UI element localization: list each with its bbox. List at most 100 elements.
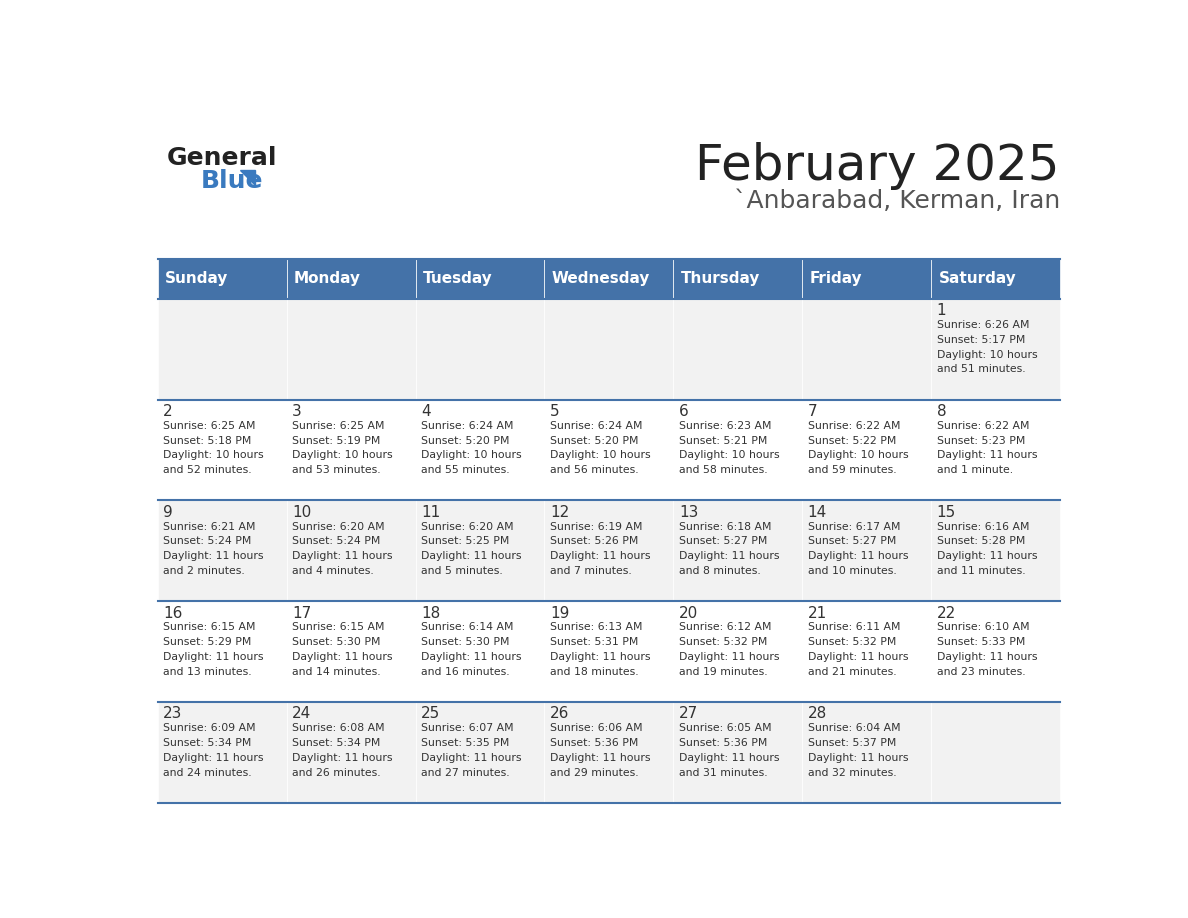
Bar (286, 399, 416, 500)
Text: Sunrise: 6:05 AM
Sunset: 5:36 PM
Daylight: 11 hours
and 31 minutes.: Sunrise: 6:05 AM Sunset: 5:36 PM Dayligh… (678, 723, 779, 778)
Bar (674, 299, 802, 399)
Text: 18: 18 (421, 606, 441, 621)
Text: Sunrise: 6:25 AM
Sunset: 5:19 PM
Daylight: 10 hours
and 53 minutes.: Sunrise: 6:25 AM Sunset: 5:19 PM Dayligh… (292, 420, 393, 476)
Bar (286, 702, 416, 803)
Bar (416, 259, 544, 299)
Text: 21: 21 (808, 606, 827, 621)
Bar (931, 259, 1060, 299)
Text: Sunrise: 6:13 AM
Sunset: 5:31 PM
Daylight: 11 hours
and 18 minutes.: Sunrise: 6:13 AM Sunset: 5:31 PM Dayligh… (550, 622, 650, 677)
Text: February 2025: February 2025 (695, 142, 1060, 190)
Text: 4: 4 (421, 404, 431, 419)
Text: Sunrise: 6:06 AM
Sunset: 5:36 PM
Daylight: 11 hours
and 29 minutes.: Sunrise: 6:06 AM Sunset: 5:36 PM Dayligh… (550, 723, 650, 778)
Bar (286, 259, 416, 299)
Text: Sunrise: 6:18 AM
Sunset: 5:27 PM
Daylight: 11 hours
and 8 minutes.: Sunrise: 6:18 AM Sunset: 5:27 PM Dayligh… (678, 521, 779, 577)
Text: Sunrise: 6:12 AM
Sunset: 5:32 PM
Daylight: 11 hours
and 19 minutes.: Sunrise: 6:12 AM Sunset: 5:32 PM Dayligh… (678, 622, 779, 677)
Bar (931, 500, 1060, 601)
Text: 13: 13 (678, 505, 699, 520)
Bar (802, 500, 931, 601)
Bar (674, 601, 802, 702)
Text: 20: 20 (678, 606, 699, 621)
Bar (931, 601, 1060, 702)
Text: Sunrise: 6:25 AM
Sunset: 5:18 PM
Daylight: 10 hours
and 52 minutes.: Sunrise: 6:25 AM Sunset: 5:18 PM Dayligh… (163, 420, 264, 476)
Bar (416, 601, 544, 702)
Text: Sunrise: 6:14 AM
Sunset: 5:30 PM
Daylight: 11 hours
and 16 minutes.: Sunrise: 6:14 AM Sunset: 5:30 PM Dayligh… (421, 622, 522, 677)
Text: 27: 27 (678, 706, 699, 722)
Text: 15: 15 (936, 505, 956, 520)
Bar (158, 702, 286, 803)
Text: Wednesday: Wednesday (551, 271, 650, 286)
Text: 17: 17 (292, 606, 311, 621)
Text: Monday: Monday (293, 271, 361, 286)
Text: Sunrise: 6:22 AM
Sunset: 5:23 PM
Daylight: 11 hours
and 1 minute.: Sunrise: 6:22 AM Sunset: 5:23 PM Dayligh… (936, 420, 1037, 476)
Text: Sunday: Sunday (165, 271, 228, 286)
Bar (286, 500, 416, 601)
Text: Sunrise: 6:24 AM
Sunset: 5:20 PM
Daylight: 10 hours
and 55 minutes.: Sunrise: 6:24 AM Sunset: 5:20 PM Dayligh… (421, 420, 522, 476)
Text: Sunrise: 6:08 AM
Sunset: 5:34 PM
Daylight: 11 hours
and 26 minutes.: Sunrise: 6:08 AM Sunset: 5:34 PM Dayligh… (292, 723, 392, 778)
Bar (802, 259, 931, 299)
Text: 10: 10 (292, 505, 311, 520)
Bar (544, 399, 674, 500)
Text: 2: 2 (163, 404, 173, 419)
Text: Sunrise: 6:22 AM
Sunset: 5:22 PM
Daylight: 10 hours
and 59 minutes.: Sunrise: 6:22 AM Sunset: 5:22 PM Dayligh… (808, 420, 909, 476)
Bar (158, 299, 286, 399)
Text: 9: 9 (163, 505, 173, 520)
Bar (802, 601, 931, 702)
Bar (158, 399, 286, 500)
Bar (158, 601, 286, 702)
Bar (544, 299, 674, 399)
Text: Blue: Blue (201, 169, 264, 193)
Bar (674, 500, 802, 601)
Bar (416, 500, 544, 601)
Text: 16: 16 (163, 606, 183, 621)
Text: Sunrise: 6:04 AM
Sunset: 5:37 PM
Daylight: 11 hours
and 32 minutes.: Sunrise: 6:04 AM Sunset: 5:37 PM Dayligh… (808, 723, 908, 778)
Text: 12: 12 (550, 505, 569, 520)
Text: 1: 1 (936, 303, 947, 319)
Text: 24: 24 (292, 706, 311, 722)
Bar (674, 259, 802, 299)
Text: Sunrise: 6:15 AM
Sunset: 5:29 PM
Daylight: 11 hours
and 13 minutes.: Sunrise: 6:15 AM Sunset: 5:29 PM Dayligh… (163, 622, 264, 677)
Text: Friday: Friday (809, 271, 862, 286)
Text: Sunrise: 6:09 AM
Sunset: 5:34 PM
Daylight: 11 hours
and 24 minutes.: Sunrise: 6:09 AM Sunset: 5:34 PM Dayligh… (163, 723, 264, 778)
Text: 6: 6 (678, 404, 689, 419)
Text: Sunrise: 6:26 AM
Sunset: 5:17 PM
Daylight: 10 hours
and 51 minutes.: Sunrise: 6:26 AM Sunset: 5:17 PM Dayligh… (936, 320, 1037, 375)
Bar (931, 299, 1060, 399)
Text: 14: 14 (808, 505, 827, 520)
Bar (802, 399, 931, 500)
Text: Tuesday: Tuesday (423, 271, 493, 286)
Bar (286, 601, 416, 702)
Bar (544, 259, 674, 299)
Text: Sunrise: 6:17 AM
Sunset: 5:27 PM
Daylight: 11 hours
and 10 minutes.: Sunrise: 6:17 AM Sunset: 5:27 PM Dayligh… (808, 521, 908, 577)
Bar (544, 500, 674, 601)
Text: Sunrise: 6:10 AM
Sunset: 5:33 PM
Daylight: 11 hours
and 23 minutes.: Sunrise: 6:10 AM Sunset: 5:33 PM Dayligh… (936, 622, 1037, 677)
Text: Sunrise: 6:21 AM
Sunset: 5:24 PM
Daylight: 11 hours
and 2 minutes.: Sunrise: 6:21 AM Sunset: 5:24 PM Dayligh… (163, 521, 264, 577)
Text: Sunrise: 6:20 AM
Sunset: 5:24 PM
Daylight: 11 hours
and 4 minutes.: Sunrise: 6:20 AM Sunset: 5:24 PM Dayligh… (292, 521, 392, 577)
Text: Sunrise: 6:11 AM
Sunset: 5:32 PM
Daylight: 11 hours
and 21 minutes.: Sunrise: 6:11 AM Sunset: 5:32 PM Dayligh… (808, 622, 908, 677)
Bar (802, 702, 931, 803)
Bar (674, 702, 802, 803)
Text: Sunrise: 6:07 AM
Sunset: 5:35 PM
Daylight: 11 hours
and 27 minutes.: Sunrise: 6:07 AM Sunset: 5:35 PM Dayligh… (421, 723, 522, 778)
Text: General: General (166, 146, 278, 170)
Bar (931, 399, 1060, 500)
Text: 8: 8 (936, 404, 947, 419)
Text: Sunrise: 6:19 AM
Sunset: 5:26 PM
Daylight: 11 hours
and 7 minutes.: Sunrise: 6:19 AM Sunset: 5:26 PM Dayligh… (550, 521, 650, 577)
Bar (416, 399, 544, 500)
Text: 19: 19 (550, 606, 569, 621)
Bar (416, 702, 544, 803)
Bar (931, 702, 1060, 803)
Text: Saturday: Saturday (939, 271, 1016, 286)
Bar (544, 702, 674, 803)
Text: 3: 3 (292, 404, 302, 419)
Bar (158, 500, 286, 601)
Text: 22: 22 (936, 606, 956, 621)
Text: Sunrise: 6:16 AM
Sunset: 5:28 PM
Daylight: 11 hours
and 11 minutes.: Sunrise: 6:16 AM Sunset: 5:28 PM Dayligh… (936, 521, 1037, 577)
Text: 11: 11 (421, 505, 441, 520)
Bar (416, 299, 544, 399)
Text: 23: 23 (163, 706, 183, 722)
Text: Thursday: Thursday (681, 271, 760, 286)
Text: Sunrise: 6:15 AM
Sunset: 5:30 PM
Daylight: 11 hours
and 14 minutes.: Sunrise: 6:15 AM Sunset: 5:30 PM Dayligh… (292, 622, 392, 677)
Bar (544, 601, 674, 702)
Bar (674, 399, 802, 500)
Polygon shape (240, 170, 255, 185)
Text: 5: 5 (550, 404, 560, 419)
Bar (158, 259, 286, 299)
